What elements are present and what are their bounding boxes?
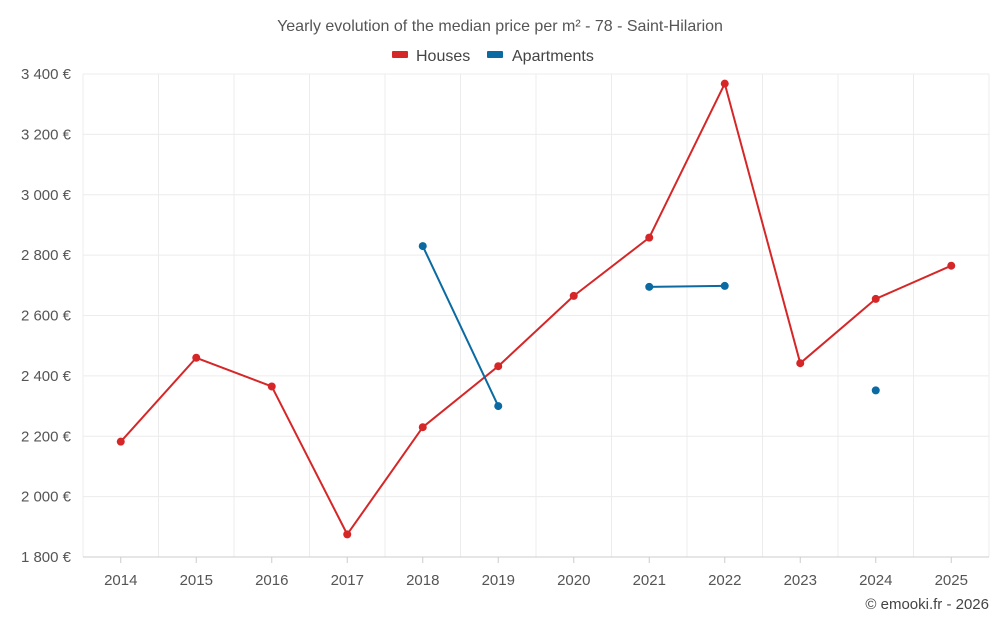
data-point-houses-2023[interactable] xyxy=(796,359,805,368)
x-tick-label: 2017 xyxy=(331,572,364,589)
data-point-houses-2017[interactable] xyxy=(343,530,352,539)
data-point-apartments-2024[interactable] xyxy=(871,386,880,395)
y-tick-label: 2 400 € xyxy=(21,368,72,385)
x-tick-label: 2019 xyxy=(482,572,515,589)
x-tick-label: 2022 xyxy=(708,572,741,589)
data-point-houses-2025[interactable] xyxy=(947,261,956,270)
series-apartments xyxy=(418,242,880,411)
x-tick-label: 2024 xyxy=(859,572,892,589)
data-point-houses-2016[interactable] xyxy=(267,382,276,391)
x-tick-label: 2023 xyxy=(784,572,817,589)
series-line-houses xyxy=(120,82,952,536)
series-line-apartments xyxy=(649,284,725,288)
x-tick-label: 2015 xyxy=(180,572,213,589)
data-point-houses-2015[interactable] xyxy=(192,353,201,362)
series-line-apartments xyxy=(421,245,500,407)
data-point-houses-2024[interactable] xyxy=(871,294,880,303)
y-tick-label: 3 200 € xyxy=(21,126,72,143)
data-point-apartments-2022[interactable] xyxy=(720,281,729,290)
y-tick-label: 2 600 € xyxy=(21,308,72,325)
axes: 1 800 € 2 000 € 2 200 € 2 400 € 2 600 € 2 800… xyxy=(21,66,989,589)
legend-label-apartments: Apartments xyxy=(512,48,594,65)
gridlines xyxy=(82,73,990,558)
x-tick-label: 2016 xyxy=(255,572,288,589)
data-point-apartments-2018[interactable] xyxy=(418,242,427,251)
chart-title: Yearly evolution of the median price per… xyxy=(277,18,723,35)
y-tick-label: 2 800 € xyxy=(21,247,72,264)
y-tick-label: 1 800 € xyxy=(21,549,72,566)
data-point-apartments-2019[interactable] xyxy=(494,402,503,411)
y-tick-label: 3 400 € xyxy=(21,66,72,83)
series xyxy=(116,79,956,539)
data-point-houses-2021[interactable] xyxy=(645,233,654,242)
y-tick-label: 2 000 € xyxy=(21,489,72,506)
x-tick-label: 2020 xyxy=(557,572,590,589)
data-point-houses-2018[interactable] xyxy=(418,423,427,432)
y-tick-label: 2 200 € xyxy=(21,428,72,445)
data-point-houses-2014[interactable] xyxy=(116,437,125,446)
legend-item-houses[interactable]: Houses xyxy=(392,48,470,65)
data-point-apartments-2021[interactable] xyxy=(645,282,654,291)
legend-swatch-apartments xyxy=(487,51,503,58)
x-tick-label: 2021 xyxy=(633,572,666,589)
data-point-houses-2019[interactable] xyxy=(494,362,503,371)
x-tick-label: 2014 xyxy=(104,572,137,589)
legend-swatch-houses xyxy=(392,51,408,58)
legend: Houses Apartments xyxy=(392,48,594,65)
y-tick-label: 3 000 € xyxy=(21,187,72,204)
x-tick-label: 2025 xyxy=(935,572,968,589)
data-point-houses-2020[interactable] xyxy=(569,291,578,300)
credit-text: © emooki.fr - 2026 xyxy=(865,596,989,613)
series-houses xyxy=(116,79,956,539)
data-point-houses-2022[interactable] xyxy=(720,79,729,88)
legend-item-apartments[interactable]: Apartments xyxy=(487,48,594,65)
legend-label-houses: Houses xyxy=(416,48,470,65)
x-tick-label: 2018 xyxy=(406,572,439,589)
